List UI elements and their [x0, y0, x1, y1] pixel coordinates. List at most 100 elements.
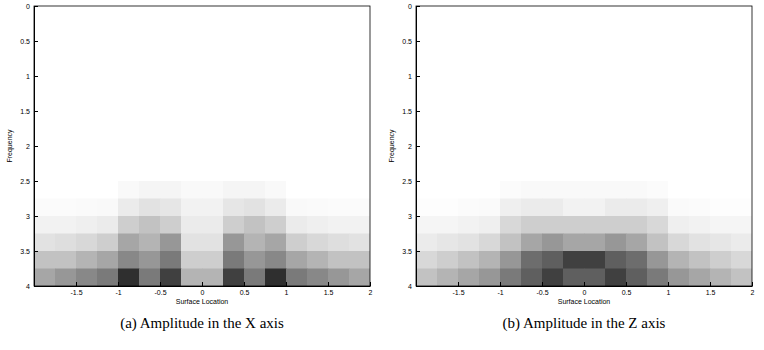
x-tick: -1	[497, 282, 503, 296]
cell	[521, 24, 543, 42]
cell	[521, 94, 543, 112]
cell	[710, 164, 732, 182]
cell	[710, 146, 732, 164]
cell	[437, 59, 459, 77]
cell	[584, 269, 606, 287]
cell	[328, 251, 350, 269]
cell	[160, 251, 182, 269]
tick-mark	[118, 282, 119, 286]
cell	[416, 146, 438, 164]
cell	[160, 94, 182, 112]
cell	[542, 164, 564, 182]
x-tick: 0.5	[622, 282, 632, 296]
cell	[731, 94, 752, 112]
cell	[521, 111, 543, 129]
cell	[605, 59, 627, 77]
cell	[139, 41, 161, 59]
plot-frame	[34, 6, 370, 286]
cell	[458, 164, 480, 182]
cell	[265, 234, 287, 252]
cell	[223, 269, 245, 287]
cell	[181, 199, 203, 217]
cell	[563, 234, 585, 252]
cell	[181, 6, 203, 24]
cell	[710, 216, 732, 234]
tick-label: -1.5	[70, 289, 82, 296]
cell	[244, 269, 266, 287]
tick-label: 4	[408, 283, 412, 290]
cell	[458, 6, 480, 24]
y-tick: 0	[408, 3, 420, 10]
cell	[731, 181, 752, 199]
cell	[76, 41, 98, 59]
cell	[202, 181, 224, 199]
cell	[458, 181, 480, 199]
cell	[416, 269, 438, 287]
cell	[181, 129, 203, 147]
cell	[118, 24, 140, 42]
cell	[542, 146, 564, 164]
cell	[605, 234, 627, 252]
cell	[521, 129, 543, 147]
cell	[244, 59, 266, 77]
cell	[55, 199, 77, 217]
cell	[223, 76, 245, 94]
cell	[307, 41, 329, 59]
cell	[521, 199, 543, 217]
cell	[181, 146, 203, 164]
cell	[584, 129, 606, 147]
cell	[160, 234, 182, 252]
cell	[328, 24, 350, 42]
tick-mark	[286, 282, 287, 286]
cell	[626, 129, 648, 147]
cell	[265, 146, 287, 164]
cell	[542, 129, 564, 147]
cell	[202, 6, 224, 24]
cell	[731, 6, 752, 24]
cell	[710, 129, 732, 147]
cell	[244, 41, 266, 59]
axis-line	[417, 286, 753, 287]
cell	[160, 76, 182, 94]
cell	[542, 76, 564, 94]
cell	[139, 129, 161, 147]
cell	[160, 59, 182, 77]
cell	[437, 24, 459, 42]
cell	[458, 111, 480, 129]
cell	[605, 164, 627, 182]
cell	[307, 146, 329, 164]
y-tick: 3	[408, 213, 420, 220]
y-tick: 2	[408, 143, 420, 150]
tick-label: 0	[583, 289, 587, 296]
cell	[307, 129, 329, 147]
cell	[647, 269, 669, 287]
x-tick: -0.5	[154, 282, 166, 296]
x-axis-title: Surface Location	[176, 298, 229, 305]
cell	[479, 146, 501, 164]
tick-label: -1.5	[452, 289, 464, 296]
cell	[584, 216, 606, 234]
cell	[731, 41, 752, 59]
cell	[647, 59, 669, 77]
tick-mark	[34, 6, 38, 7]
cell	[265, 181, 287, 199]
cell	[584, 111, 606, 129]
cell	[286, 269, 308, 287]
tick-mark	[244, 282, 245, 286]
tick-label: 2	[751, 289, 755, 296]
cell	[479, 111, 501, 129]
cell	[265, 111, 287, 129]
cell	[458, 129, 480, 147]
cell	[458, 24, 480, 42]
cell	[668, 269, 690, 287]
cell	[689, 199, 711, 217]
cell	[605, 146, 627, 164]
cell	[605, 24, 627, 42]
cell	[563, 199, 585, 217]
cell	[34, 251, 56, 269]
cell	[668, 76, 690, 94]
tick-label: 1.5	[20, 108, 30, 115]
cell	[139, 199, 161, 217]
cell	[731, 164, 752, 182]
cell	[118, 129, 140, 147]
